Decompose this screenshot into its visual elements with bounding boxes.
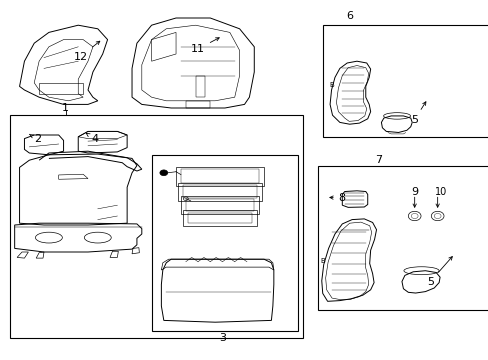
Text: B: B bbox=[328, 82, 333, 87]
Text: 2: 2 bbox=[29, 134, 41, 144]
Circle shape bbox=[160, 170, 167, 176]
Text: 6: 6 bbox=[346, 11, 352, 21]
Text: 9: 9 bbox=[410, 186, 417, 197]
Text: 12: 12 bbox=[74, 41, 100, 62]
Text: 3: 3 bbox=[219, 333, 225, 343]
Text: 8: 8 bbox=[329, 193, 345, 203]
Text: 5: 5 bbox=[426, 257, 451, 287]
Text: 11: 11 bbox=[191, 38, 219, 54]
Text: B: B bbox=[320, 258, 325, 264]
Text: 5: 5 bbox=[410, 102, 425, 125]
Text: 4: 4 bbox=[86, 133, 99, 144]
Text: 10: 10 bbox=[434, 186, 447, 197]
Text: 7: 7 bbox=[375, 155, 382, 165]
Text: 1: 1 bbox=[62, 103, 69, 113]
